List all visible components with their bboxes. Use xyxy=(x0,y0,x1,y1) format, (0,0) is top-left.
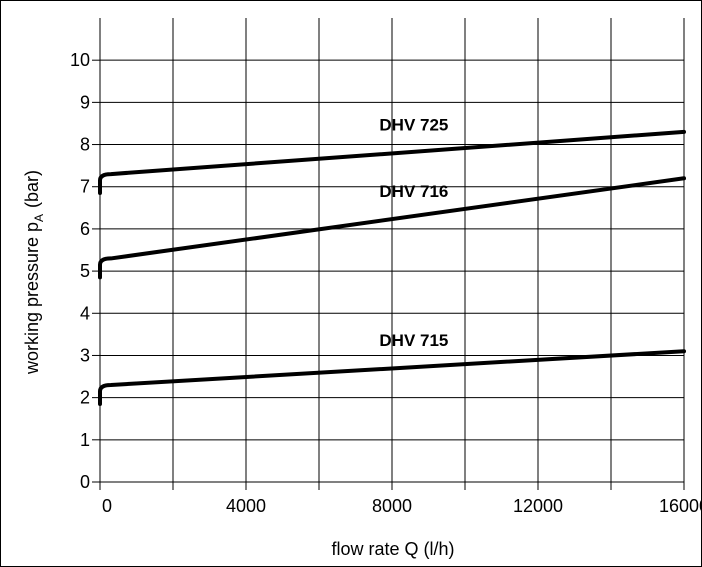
y-tick-label: 4 xyxy=(80,303,90,323)
x-tick-label: 4000 xyxy=(226,496,266,516)
x-tick-label: 8000 xyxy=(372,496,412,516)
y-tick-label: 3 xyxy=(80,345,90,365)
series-label-dhv-725: DHV 725 xyxy=(379,116,448,135)
x-tick-label: 12000 xyxy=(513,496,563,516)
y-axis-title-subscript: A xyxy=(32,214,46,222)
y-tick-label: 8 xyxy=(80,135,90,155)
series-line-dhv-715 xyxy=(98,349,686,406)
y-tick-label: 2 xyxy=(80,388,90,408)
axes: 0 1 2 3 4 5 6 7 8 9 10 0 4000 8000 12000 16000 xyxy=(70,18,702,516)
y-axis-title-main: working pressure p xyxy=(22,222,42,375)
y-tick-label: 7 xyxy=(80,177,90,197)
x-axis-title: flow rate Q (l/h) xyxy=(331,539,454,559)
labels: DHV 725 DHV 716 DHV 715 xyxy=(379,116,448,350)
x-tick-label: 0 xyxy=(102,496,112,516)
series xyxy=(98,129,686,406)
series-label-dhv-716: DHV 716 xyxy=(379,182,448,201)
y-tick-label: 1 xyxy=(80,430,90,450)
y-tick-label: 10 xyxy=(70,50,90,70)
series-line-dhv-725 xyxy=(98,129,686,196)
grid xyxy=(100,18,685,482)
series-label-dhv-715: DHV 715 xyxy=(379,331,448,350)
y-tick-label: 0 xyxy=(80,472,90,492)
series-line-dhv-716 xyxy=(98,176,686,280)
y-tick-label: 9 xyxy=(80,92,90,112)
y-tick-label: 6 xyxy=(80,219,90,239)
x-tick-label: 16000 xyxy=(659,496,702,516)
y-axis-title-unit: (bar) xyxy=(22,170,42,208)
y-tick-label: 5 xyxy=(80,261,90,281)
y-axis-title: working pressure pA (bar) xyxy=(22,170,46,375)
